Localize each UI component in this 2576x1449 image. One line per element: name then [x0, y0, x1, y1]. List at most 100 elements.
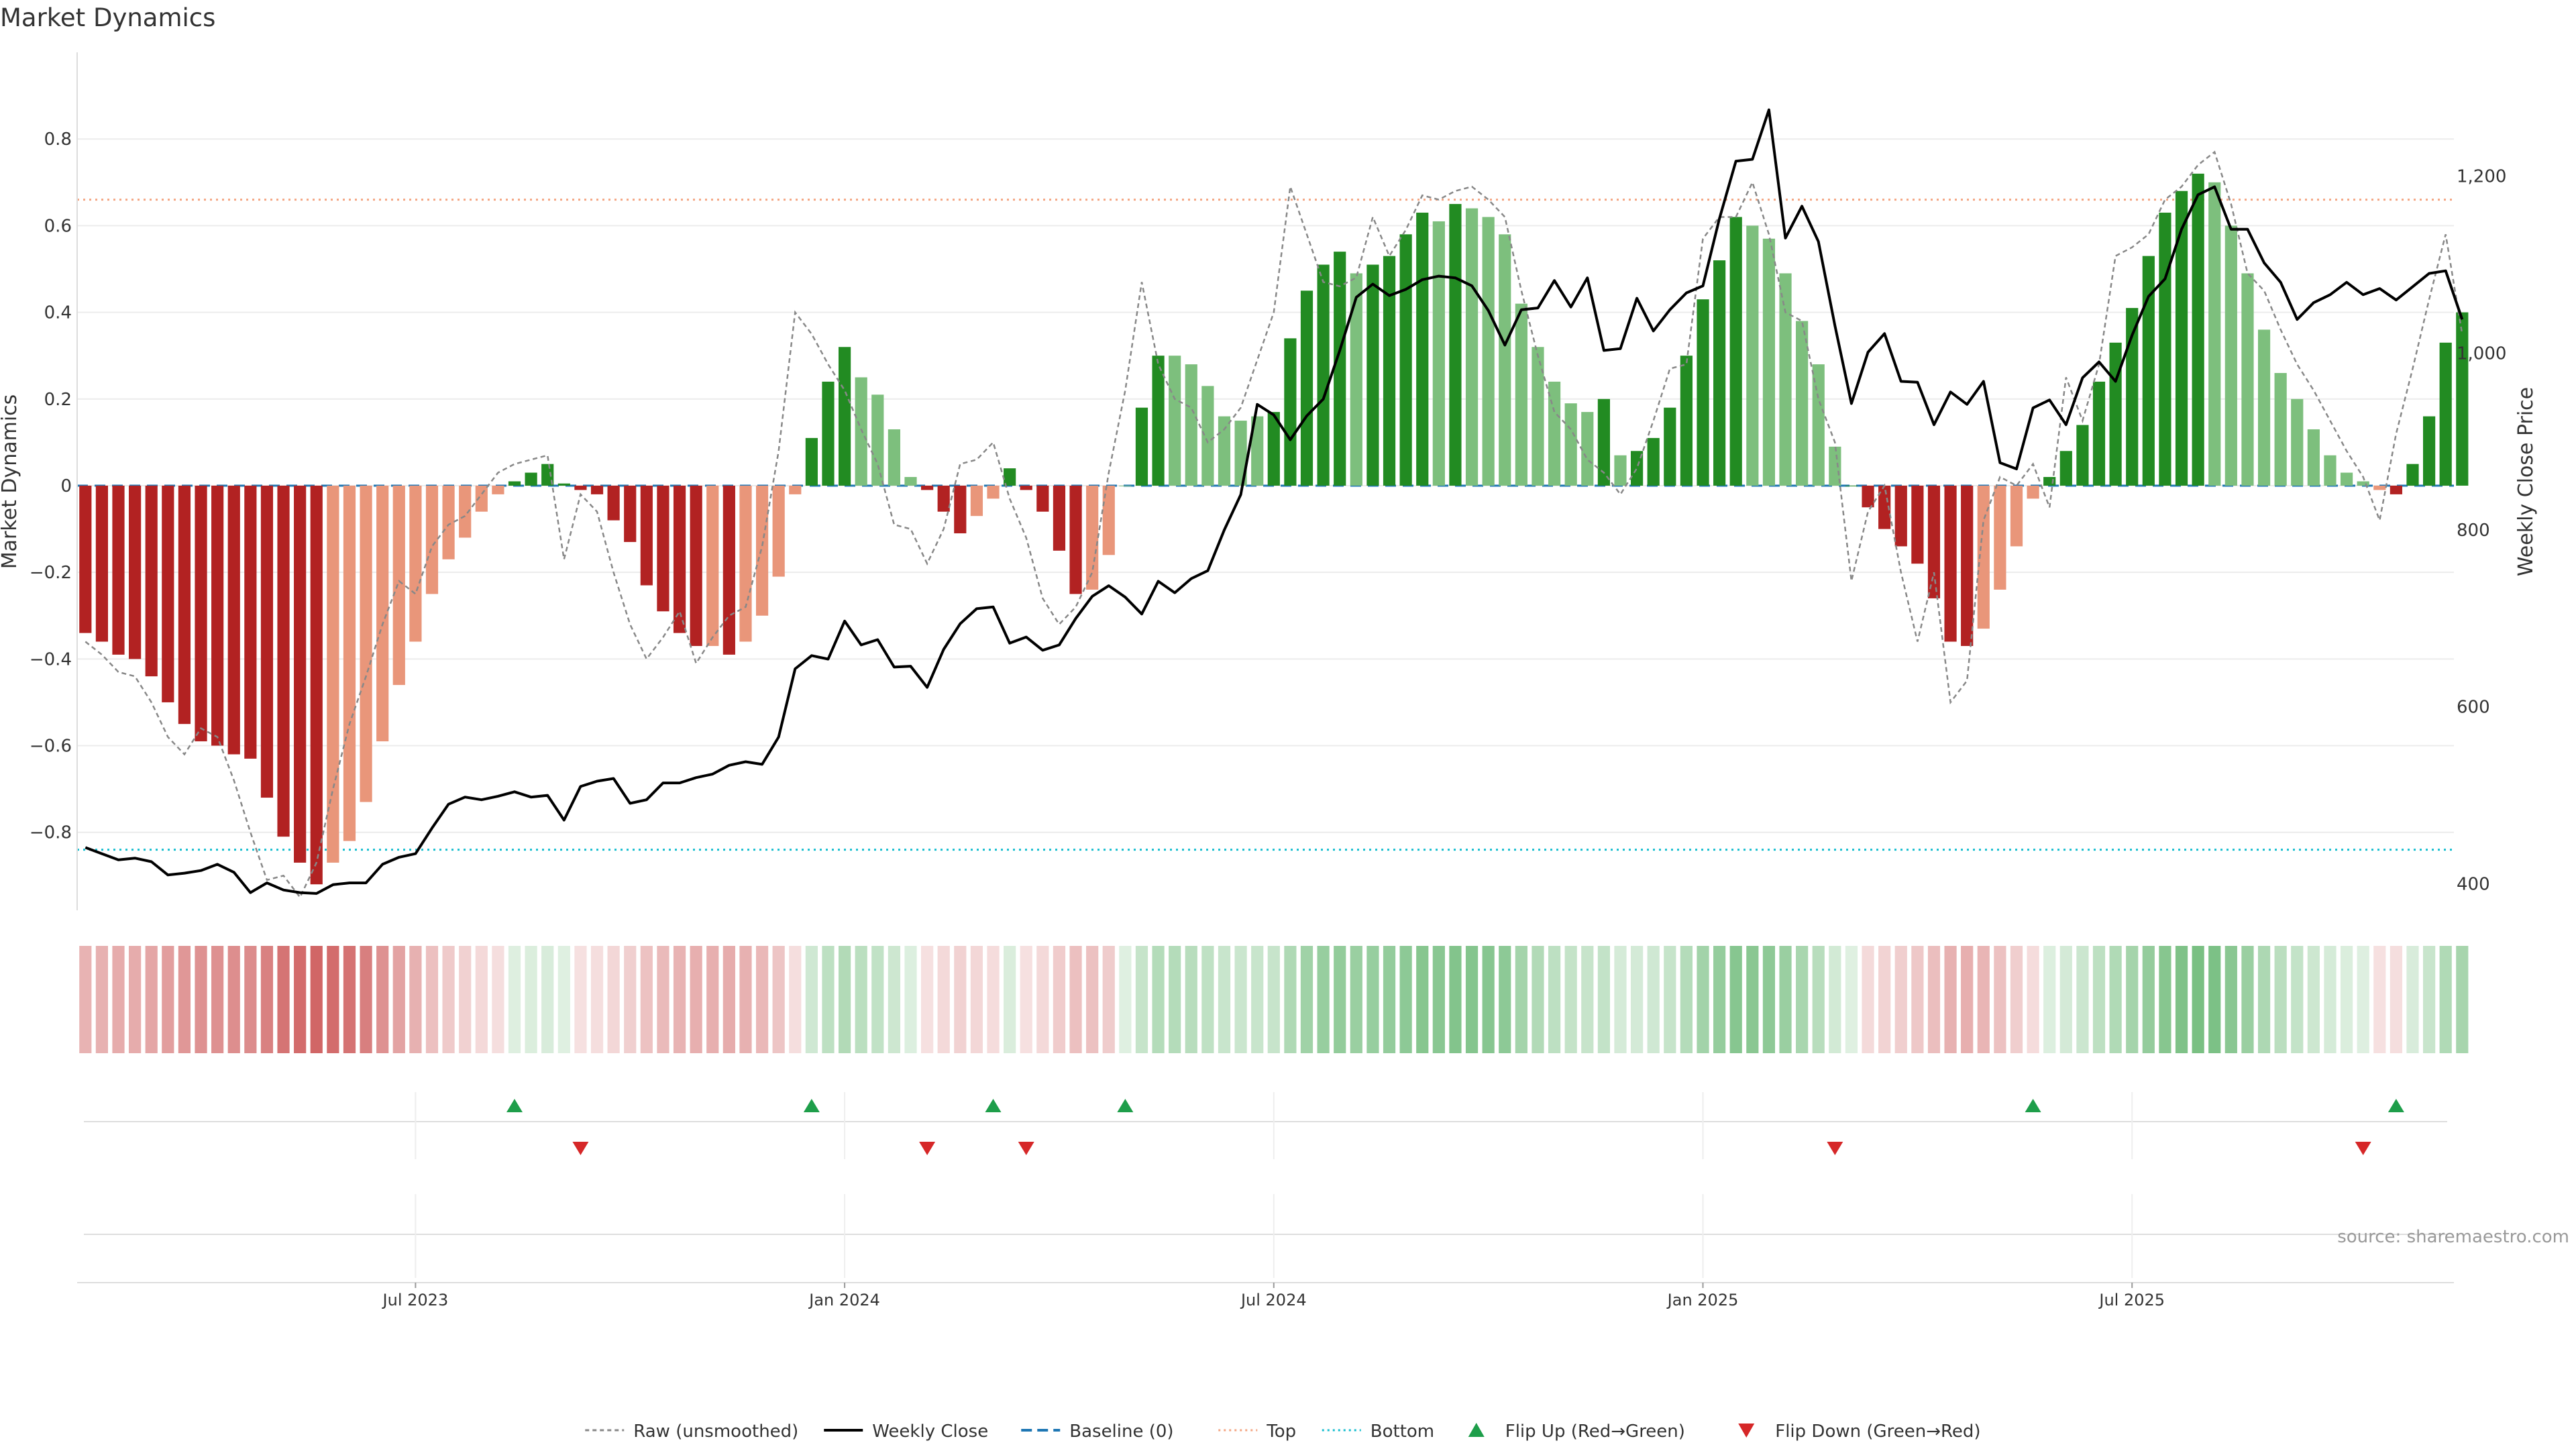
heat-strip-cell: [2241, 946, 2254, 1053]
y-tick-label: 0.8: [44, 129, 72, 150]
heat-strip-cell: [1119, 946, 1132, 1053]
x-tick-label: Jul 2024: [1240, 1291, 1307, 1309]
dynamics-bar: [1729, 217, 1742, 486]
heat-strip-cell: [1036, 946, 1049, 1053]
dynamics-bar: [2422, 416, 2436, 486]
heat-strip-cell: [1564, 946, 1577, 1053]
heat-strip-cell: [1894, 946, 1907, 1053]
heat-strip-cell: [79, 946, 92, 1053]
raw-series-line: [85, 150, 2463, 899]
dynamics-bar: [525, 472, 537, 486]
dynamics-bar: [1581, 412, 1594, 486]
heat-strip-cell: [1862, 946, 1874, 1053]
dynamics-bar: [1532, 347, 1544, 486]
heat-strip-cell: [1961, 946, 1974, 1053]
dynamics-bar: [310, 485, 323, 885]
heat-strip-cell: [2027, 946, 2039, 1053]
heat-strip-cell: [871, 946, 884, 1053]
heat-strip-cell: [1169, 946, 1181, 1053]
heat-strip-cell: [1713, 946, 1726, 1053]
dynamics-bar: [2192, 173, 2204, 486]
heat-strip-cell: [2208, 946, 2221, 1053]
dynamics-bar: [1515, 303, 1527, 486]
dynamics-bar: [442, 485, 455, 559]
heat-strip-cell: [1729, 946, 1742, 1053]
heat-strip-cell: [2010, 946, 2023, 1053]
heat-strip-cell: [525, 946, 537, 1053]
dynamics-bar: [227, 485, 240, 755]
y-tick-label: 0.2: [44, 390, 72, 410]
heat-strip-cell: [2406, 946, 2419, 1053]
dynamics-bar: [1647, 437, 1660, 486]
dynamics-bar: [590, 485, 604, 494]
heat-strip-cell: [1218, 946, 1231, 1053]
dynamics-bar: [1383, 256, 1396, 486]
x-tick-label: Jul 2023: [382, 1291, 449, 1309]
heat-strip-cell: [1399, 946, 1412, 1053]
legend-label: Top: [1266, 1421, 1296, 1442]
dynamics-bar: [95, 485, 109, 642]
legend-label: Raw (unsmoothed): [633, 1421, 798, 1442]
heat-strip-cell: [755, 946, 769, 1053]
heat-strip-cell: [1647, 946, 1660, 1053]
flip-up-marker: [803, 1099, 820, 1112]
heat-strip-cell: [855, 946, 867, 1053]
heat-strip-cell: [327, 946, 339, 1053]
dynamics-bar: [178, 485, 191, 724]
heat-strip-cell: [310, 946, 323, 1053]
dynamics-bar: [1036, 485, 1049, 512]
heat-strip-cell: [970, 946, 983, 1053]
dynamics-bar: [1416, 213, 1429, 486]
heat-strip-cell: [492, 946, 504, 1053]
heat-strip-cell: [987, 946, 1000, 1053]
dynamics-bar: [2010, 485, 2023, 547]
heat-strip-cell: [1796, 946, 1809, 1053]
legend-label: Flip Down (Green→Red): [1775, 1421, 1980, 1442]
heat-strip-cell: [1630, 946, 1644, 1053]
heat-strip-cell: [1432, 946, 1445, 1053]
dynamics-bar: [2291, 398, 2304, 486]
dynamics-bar: [772, 485, 785, 577]
dynamics-bar: [904, 477, 917, 486]
dynamics-bar: [1465, 208, 1479, 486]
y2-tick-label: 600: [2457, 698, 2490, 718]
heat-strip-cell: [178, 946, 191, 1053]
y-tick-label: −0.8: [30, 823, 72, 843]
heat-strip-cell: [722, 946, 735, 1053]
dynamics-bar: [2126, 308, 2139, 486]
heat-strip-cell: [211, 946, 224, 1053]
heat-strip-cell: [1416, 946, 1429, 1053]
dynamics-bar: [392, 485, 405, 686]
flip-down-marker: [1018, 1142, 1034, 1155]
y2-tick-label: 800: [2457, 521, 2490, 541]
legend-item-flip_up: Flip Up (Red→Green): [1468, 1421, 1685, 1442]
dynamics-bar: [211, 485, 224, 746]
heat-strip-cell: [1350, 946, 1362, 1053]
flip-up-marker: [985, 1099, 1002, 1112]
heat-strip-cell: [2159, 946, 2171, 1053]
dynamics-bar: [1812, 364, 1825, 486]
dynamics-bar: [294, 485, 307, 863]
heat-strip-cell: [1664, 946, 1676, 1053]
dynamics-bar: [1251, 416, 1264, 486]
heat-strip-cell: [1994, 946, 2006, 1053]
dynamics-bar: [2092, 381, 2106, 486]
heat-strip-cell: [2059, 946, 2072, 1053]
heat-strip-cell: [2109, 946, 2122, 1053]
dynamics-bar: [1300, 290, 1313, 486]
legend-item-raw: Raw (unsmoothed): [585, 1421, 798, 1442]
dynamics-bar: [1630, 451, 1644, 486]
heat-strip-cell: [2175, 946, 2188, 1053]
heat-strip-cell: [1845, 946, 1858, 1053]
heat-strip-cell: [541, 946, 554, 1053]
dynamics-bar: [2373, 485, 2386, 490]
heat-strip-cell: [260, 946, 274, 1053]
dynamics-bar: [1053, 485, 1066, 551]
dynamics-bar: [1449, 204, 1462, 486]
dynamics-bar: [1102, 485, 1115, 555]
dynamics-bar: [360, 485, 372, 802]
dynamics-bar: [1284, 338, 1297, 486]
dynamics-bar: [162, 485, 174, 702]
heat-strip-cell: [805, 946, 818, 1053]
x-axis: Jul 2023 Jan 2024 Jul 2024 Jan 2025 Jul 2025: [77, 1282, 2454, 1309]
